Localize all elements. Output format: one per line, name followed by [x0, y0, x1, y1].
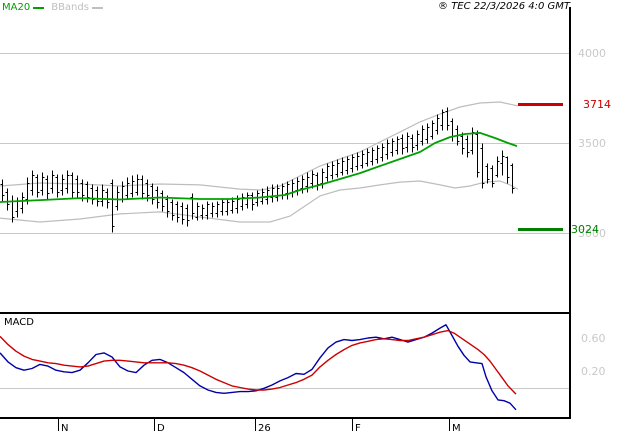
- price-axis-tick-3500: 3500: [578, 137, 606, 150]
- signal-line: [0, 329, 517, 395]
- ma20-line: [0, 131, 518, 203]
- chart-legend: MA20 BBands: [2, 2, 110, 14]
- resistance-level-label: 3714: [583, 98, 611, 112]
- bollinger-upper-band: [0, 101, 519, 191]
- ohlc-price-bars: [0, 107, 515, 233]
- x-axis-label-N: N: [61, 423, 69, 434]
- price-axis-tick-4000: 4000: [578, 47, 606, 60]
- macd-axis-tick-0.20: 0.20: [581, 365, 606, 378]
- x-axis-label-D: D: [157, 423, 165, 434]
- price-axis-tick-3000: 3000: [578, 227, 606, 240]
- bollinger-lower-band: [0, 180, 519, 223]
- macd-axis-tick-0.60: 0.60: [581, 332, 606, 345]
- copyright-timestamp: ® TEC 22/3/2026 4:0 GMT: [438, 1, 570, 12]
- ma20-legend-swatch: [33, 7, 45, 9]
- support-level-label: 3024: [571, 222, 599, 236]
- bbands-legend-swatch: [91, 7, 103, 9]
- bbands-legend-label: BBands: [51, 2, 89, 13]
- x-axis-label-M: M: [452, 423, 461, 434]
- ma20-legend-label: MA20: [2, 2, 31, 13]
- x-axis-label-F: F: [355, 423, 361, 434]
- macd-panel-label: MACD: [4, 317, 34, 328]
- x-axis-label-26: 26: [258, 423, 271, 434]
